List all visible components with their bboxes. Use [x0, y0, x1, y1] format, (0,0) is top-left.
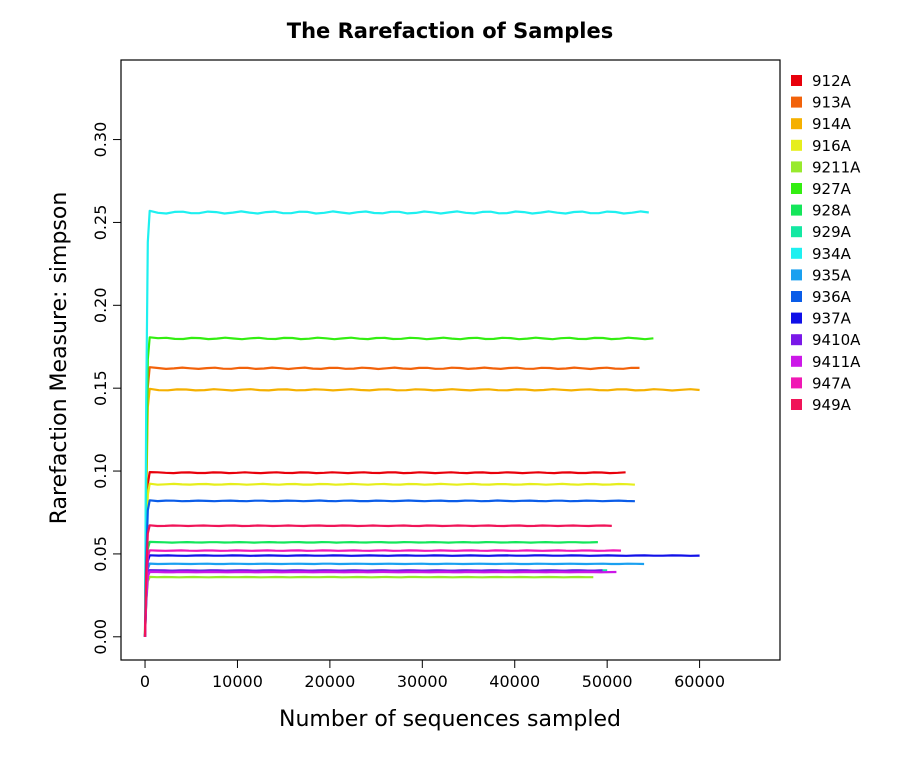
series-line-936A	[143, 499, 635, 637]
legend-swatch	[791, 334, 802, 346]
legend-swatch	[791, 247, 802, 259]
series-line-914A	[143, 387, 700, 637]
legend-item-949A: 949A	[791, 396, 852, 414]
legend-label: 949A	[812, 396, 852, 414]
y-tick-label: 0.00	[91, 619, 110, 655]
x-tick-label: 10000	[212, 672, 263, 691]
legend-label: 929A	[812, 223, 852, 241]
legend-label: 936A	[812, 288, 852, 306]
series-line-929A	[143, 569, 608, 637]
legend-item-913A: 913A	[791, 94, 852, 112]
legend-item-929A: 929A	[791, 223, 852, 241]
legend-label: 935A	[812, 266, 852, 284]
y-axis-label: Rarefaction Measure: simpson	[47, 192, 72, 525]
series-line-916A	[143, 482, 635, 637]
legend-swatch	[791, 118, 802, 130]
legend-label: 947A	[812, 374, 852, 392]
legend-swatch	[791, 75, 802, 86]
plot-frame	[120, 59, 781, 661]
x-tick-label: 40000	[489, 672, 540, 691]
legend-label: 927A	[812, 180, 852, 198]
legend-item-914A: 914A	[791, 115, 852, 133]
legend-swatch	[791, 96, 802, 108]
legend-swatch	[791, 183, 802, 194]
y-axis: 0.00 0.05 0.10 0.15 0.20 0.25 0.30	[91, 122, 121, 655]
series-line-912A	[143, 471, 626, 637]
y-tick-label: 0.20	[91, 287, 110, 323]
legend-label: 9410A	[812, 331, 861, 349]
legend-label: 934A	[812, 245, 852, 263]
legend-label: 916A	[812, 137, 852, 155]
legend: 912A 913A 914A 916A 9211A 927A 928A 929A 934A 935…	[791, 72, 861, 414]
legend-swatch	[791, 355, 802, 367]
legend-item-916A: 916A	[791, 137, 852, 155]
legend-label: 928A	[812, 202, 852, 220]
x-axis: 0 10000 20000 30000 40000 50000 60000	[140, 660, 725, 691]
legend-label: 913A	[812, 94, 852, 112]
series-line-913A	[143, 366, 640, 637]
legend-label: 9411A	[812, 353, 861, 371]
legend-item-936A: 936A	[791, 288, 852, 306]
legend-item-928A: 928A	[791, 202, 852, 220]
series-line-927A	[143, 336, 654, 637]
legend-swatch	[791, 377, 802, 389]
series-line-947A	[143, 549, 622, 637]
legend-swatch	[791, 204, 802, 216]
legend-label: 937A	[812, 310, 852, 328]
y-tick-label: 0.10	[91, 453, 110, 489]
legend-swatch	[791, 269, 802, 281]
legend-swatch	[791, 226, 802, 238]
x-tick-label: 20000	[304, 672, 355, 691]
legend-swatch	[791, 291, 802, 302]
legend-label: 914A	[812, 115, 852, 133]
series-line-937A	[143, 554, 700, 637]
series-line-9211A	[143, 575, 594, 637]
series-line-9410A	[143, 569, 603, 637]
series-line-935A	[143, 562, 645, 637]
series-lines	[143, 209, 700, 637]
series-line-9411A	[143, 570, 617, 637]
legend-item-9410A: 9410A	[791, 331, 861, 349]
x-axis-label: Number of sequences sampled	[279, 707, 621, 732]
legend-item-9211A: 9211A	[791, 158, 861, 176]
chart-title: The Rarefaction of Samples	[287, 19, 613, 43]
x-tick-label: 30000	[397, 672, 448, 691]
legend-swatch	[791, 139, 802, 151]
legend-swatch	[791, 312, 802, 324]
series-line-928A	[143, 540, 598, 637]
series-line-949A	[143, 524, 612, 637]
legend-item-9411A: 9411A	[791, 353, 861, 371]
legend-label: 9211A	[812, 158, 861, 176]
x-tick-label: 0	[140, 672, 150, 691]
y-tick-label: 0.15	[91, 370, 110, 406]
x-tick-label: 60000	[674, 672, 725, 691]
series-line-934A	[143, 209, 649, 637]
legend-item-937A: 937A	[791, 310, 852, 328]
legend-item-927A: 927A	[791, 180, 852, 198]
y-tick-label: 0.05	[91, 536, 110, 572]
legend-item-934A: 934A	[791, 245, 852, 263]
legend-swatch	[791, 399, 802, 410]
x-tick-label: 50000	[582, 672, 633, 691]
legend-label: 912A	[812, 72, 852, 90]
y-tick-label: 0.25	[91, 205, 110, 241]
legend-item-935A: 935A	[791, 266, 852, 284]
y-tick-label: 0.30	[91, 122, 110, 158]
legend-item-947A: 947A	[791, 374, 852, 392]
legend-item-912A: 912A	[791, 72, 852, 90]
legend-swatch	[791, 161, 802, 173]
